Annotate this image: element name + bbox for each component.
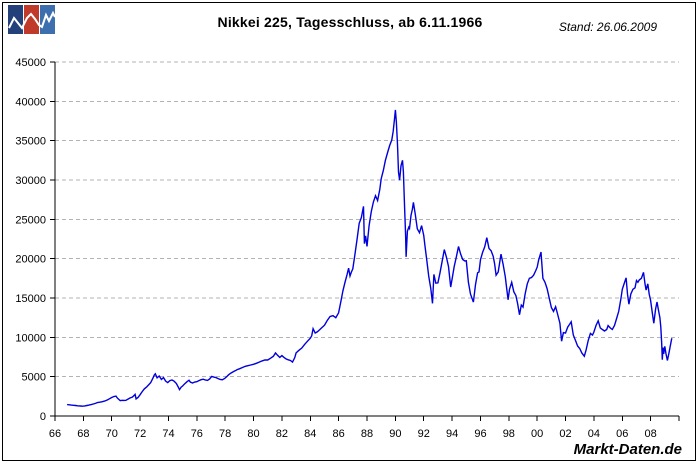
- x-tick-label: 72: [134, 428, 146, 440]
- x-tick-label: 02: [559, 428, 571, 440]
- x-tick-label: 94: [446, 428, 458, 440]
- y-axis-ticks-labels: 0 5000 10000 15000 20000 25000 30000 35000 40000…: [15, 57, 55, 423]
- y-tick-label: 25000: [15, 214, 46, 226]
- x-tick-label: 70: [106, 428, 118, 440]
- x-tick-label: 74: [162, 428, 174, 440]
- x-tick-label: 00: [531, 428, 543, 440]
- watermark-markt-daten: Markt-Daten.de: [573, 441, 682, 458]
- y-gridlines: [55, 61, 679, 378]
- x-tick-label: 82: [276, 428, 288, 440]
- x-tick-label: 08: [645, 428, 657, 440]
- chart-title: Nikkei 225, Tagesschluss, ab 6.11.1966: [217, 14, 483, 30]
- y-tick-label: 10000: [15, 332, 46, 344]
- markt-daten-logo: [8, 5, 56, 35]
- x-tick-label: 84: [304, 428, 316, 440]
- x-tick-label: 80: [247, 428, 259, 440]
- y-tick-label: 0: [40, 411, 46, 423]
- chart-window-border: [2, 2, 696, 461]
- x-tick-label: 04: [588, 428, 600, 440]
- x-tick-label: 66: [49, 428, 61, 440]
- y-tick-label: 15000: [15, 293, 46, 305]
- y-tick-label: 40000: [15, 96, 46, 108]
- y-tick-label: 35000: [15, 136, 46, 148]
- x-tick-label: 06: [616, 428, 628, 440]
- x-tick-label: 68: [77, 428, 89, 440]
- x-tick-label: 96: [474, 428, 486, 440]
- x-tick-label: 88: [361, 428, 373, 440]
- y-tick-label: 30000: [15, 175, 46, 187]
- y-tick-label: 5000: [22, 372, 46, 384]
- logo-icon: [8, 5, 56, 34]
- x-tick-label: 90: [389, 428, 401, 440]
- x-tick-label: 76: [191, 428, 203, 440]
- nikkei-price-line: [67, 109, 673, 407]
- y-tick-label: 20000: [15, 254, 46, 266]
- price-line-series: [67, 109, 673, 407]
- logo-square-red: [24, 5, 39, 34]
- logo-zigzag-line: [8, 10, 56, 30]
- x-tick-label: 92: [418, 428, 430, 440]
- axes: [54, 62, 679, 417]
- x-tick-label: 78: [219, 428, 231, 440]
- stand-date: Stand: 26.06.2009: [558, 20, 657, 34]
- y-tick-label: 45000: [15, 57, 46, 69]
- x-tick-label: 86: [333, 428, 345, 440]
- x-axis-ticks-labels: 66 68 70 72 74 76 78 80 82 84 86 88 90 92 94 96 98 00 02 04…: [49, 416, 680, 440]
- x-tick-label: 98: [503, 428, 515, 440]
